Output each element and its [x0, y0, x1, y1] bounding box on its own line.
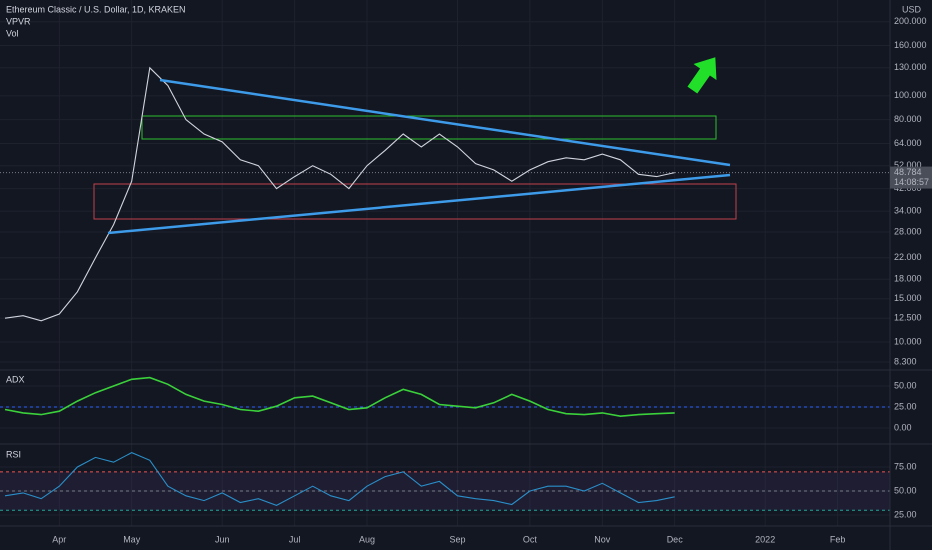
- x-tick-label: Sep: [449, 534, 465, 544]
- y-tick-label: 0.00: [894, 422, 912, 432]
- upper-trendline: [159, 78, 731, 167]
- x-tick-label: Oct: [523, 534, 538, 544]
- countdown: 14:08:57: [894, 177, 929, 187]
- y-tick-label: 200.000: [894, 16, 927, 26]
- y-tick-label: 22.000: [894, 252, 922, 262]
- x-tick-label: Nov: [594, 534, 611, 544]
- y-tick-label: 75.00: [894, 461, 917, 471]
- x-tick-label: 2022: [755, 534, 775, 544]
- y-tick-label: 100.000: [894, 90, 927, 100]
- y-tick-label: 50.00: [894, 380, 917, 390]
- y-tick-label: 50.00: [894, 485, 917, 495]
- arrow: [687, 57, 717, 94]
- panel-title: RSI: [6, 449, 21, 459]
- y-tick-label: 80.000: [894, 114, 922, 124]
- y-tick-label: 8.300: [894, 356, 917, 366]
- y-tick-label: 15.000: [894, 293, 922, 303]
- x-tick-label: May: [123, 534, 141, 544]
- resistance-zone: [141, 115, 717, 140]
- y-tick-label: 18.000: [894, 274, 922, 284]
- series-line: [4, 376, 675, 418]
- y-tick-label: 64.000: [894, 138, 922, 148]
- last-price-label: 48.784: [894, 167, 922, 177]
- y-tick-label: 25.00: [894, 401, 917, 411]
- support-zone: [93, 183, 737, 220]
- x-tick-label: Dec: [667, 534, 684, 544]
- currency: USD: [902, 4, 922, 14]
- y-tick-label: 12.500: [894, 313, 922, 323]
- grid: [0, 0, 890, 526]
- y-tick-label: 130.000: [894, 62, 927, 72]
- y-tick-label: 160.000: [894, 40, 927, 50]
- x-tick-label: Jun: [215, 534, 230, 544]
- x-tick-label: Feb: [830, 534, 846, 544]
- series-line: [4, 66, 675, 322]
- x-tick-label: Apr: [52, 534, 66, 544]
- x-tick-label: Jul: [289, 534, 301, 544]
- y-tick-label: 52.000: [894, 160, 922, 170]
- y-tick-label: 10.000: [894, 336, 922, 346]
- y-tick-label: 25.00: [894, 509, 917, 519]
- lower-trendline: [107, 173, 731, 235]
- indicator-label: VPVR: [6, 16, 31, 26]
- plots: [4, 66, 675, 507]
- indicator-label: Vol: [6, 28, 19, 38]
- x-tick-label: Aug: [359, 534, 375, 544]
- y-tick-label: 34.000: [894, 206, 922, 216]
- series-line: [4, 451, 675, 507]
- panel-title: ADX: [6, 374, 25, 384]
- last-price-tag: [890, 166, 932, 189]
- y-tick-label: 28.000: [894, 226, 922, 236]
- symbol-title: Ethereum Classic / U.S. Dollar, 1D, KRAK…: [6, 4, 186, 14]
